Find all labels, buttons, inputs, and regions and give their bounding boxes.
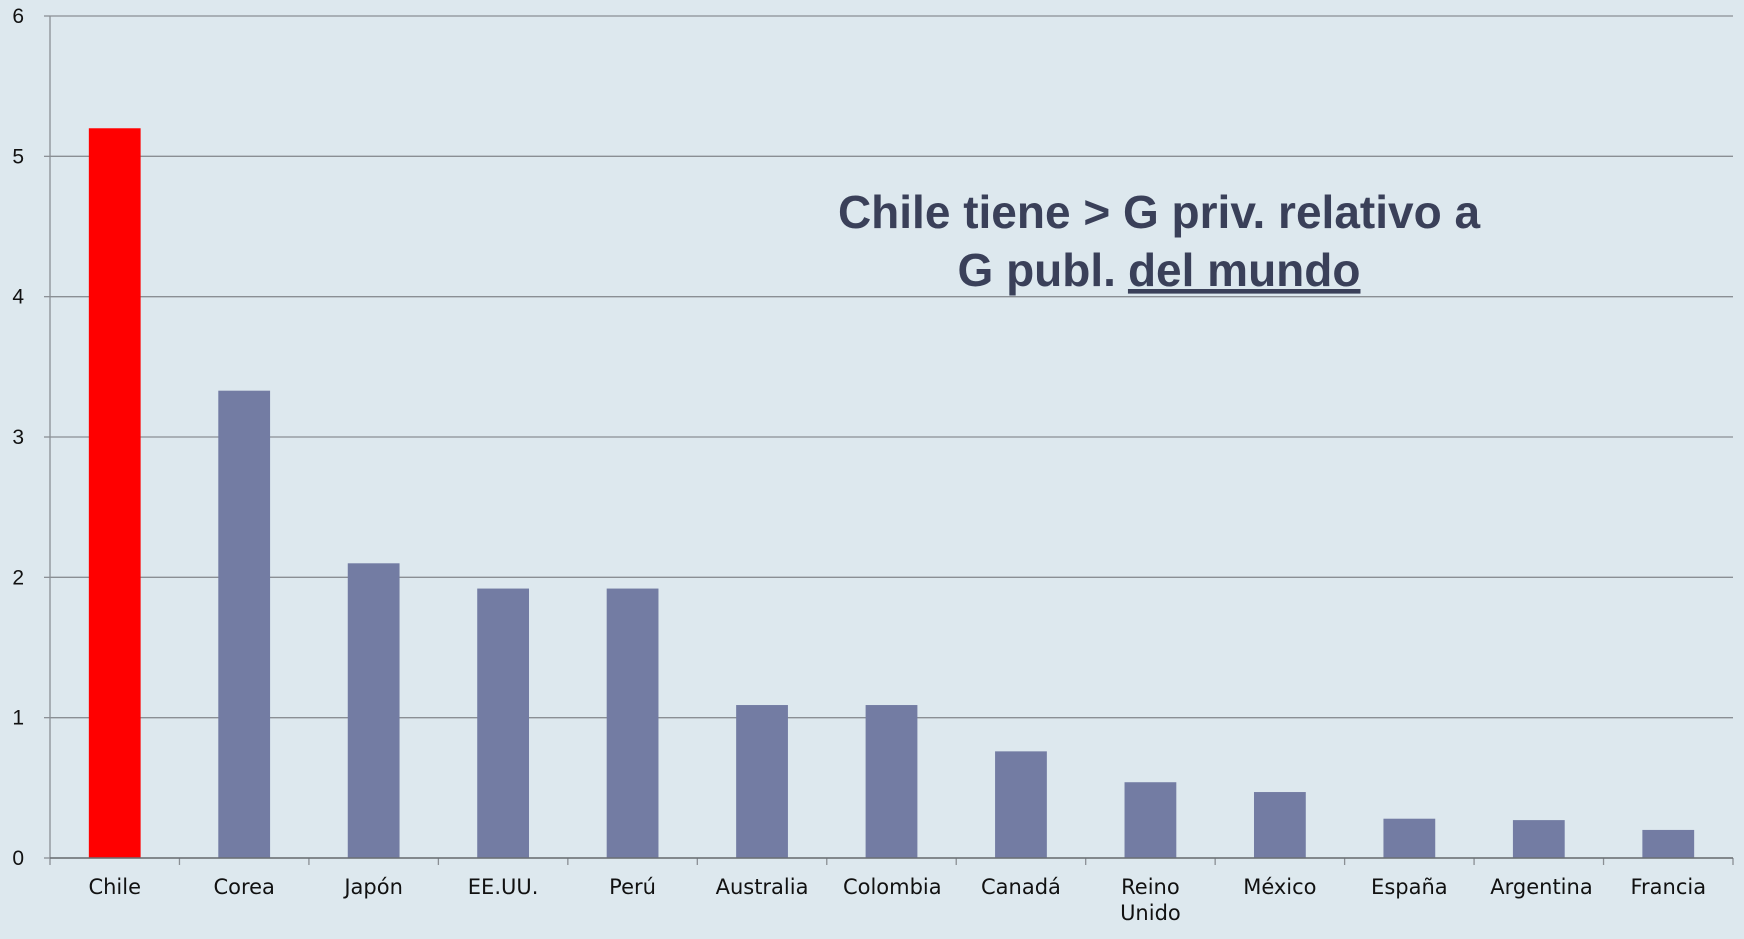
y-tick-label: 3 bbox=[12, 426, 24, 449]
bar bbox=[1253, 792, 1306, 858]
annotation: G publ. del mundo bbox=[958, 244, 1361, 296]
annotation-text: G publ. bbox=[958, 244, 1116, 296]
bar bbox=[1642, 829, 1695, 858]
bar bbox=[347, 563, 400, 858]
bar bbox=[736, 705, 788, 858]
y-tick-label: 0 bbox=[12, 847, 24, 870]
y-tick-label: 5 bbox=[12, 145, 24, 168]
x-tick-label: Reino Unido bbox=[1120, 875, 1181, 925]
bar bbox=[218, 390, 271, 858]
y-tick-label: 6 bbox=[12, 5, 24, 28]
bar bbox=[995, 751, 1047, 858]
x-tick-label: EE.UU. bbox=[467, 875, 539, 899]
x-tick-label: Australia bbox=[715, 875, 809, 899]
x-tick-label: México bbox=[1243, 875, 1317, 899]
bar bbox=[88, 128, 141, 858]
bar bbox=[1383, 818, 1436, 858]
x-tick-label: Perú bbox=[609, 875, 656, 899]
y-tick-label: 2 bbox=[12, 566, 24, 589]
annotation: Chile tiene > G priv. relativo a bbox=[838, 186, 1481, 238]
y-tick-label: 4 bbox=[12, 286, 24, 309]
annotation-underlined: del mundo bbox=[1128, 244, 1361, 296]
x-tick-label: Colombia bbox=[842, 875, 942, 899]
x-tick-label: Argentina bbox=[1490, 875, 1593, 899]
x-tick-label: Corea bbox=[213, 875, 275, 899]
x-tick-label: Chile bbox=[88, 875, 141, 899]
bar bbox=[865, 705, 918, 858]
y-tick-label: 1 bbox=[12, 707, 24, 730]
x-tick-label: España bbox=[1371, 875, 1448, 899]
x-tick-label: Francia bbox=[1630, 875, 1707, 899]
bar bbox=[606, 588, 659, 858]
x-tick-label: Japón bbox=[344, 875, 403, 899]
bar bbox=[1512, 820, 1565, 858]
bar bbox=[1124, 782, 1177, 858]
bar bbox=[477, 588, 530, 858]
x-tick-label: Canadá bbox=[980, 875, 1061, 899]
